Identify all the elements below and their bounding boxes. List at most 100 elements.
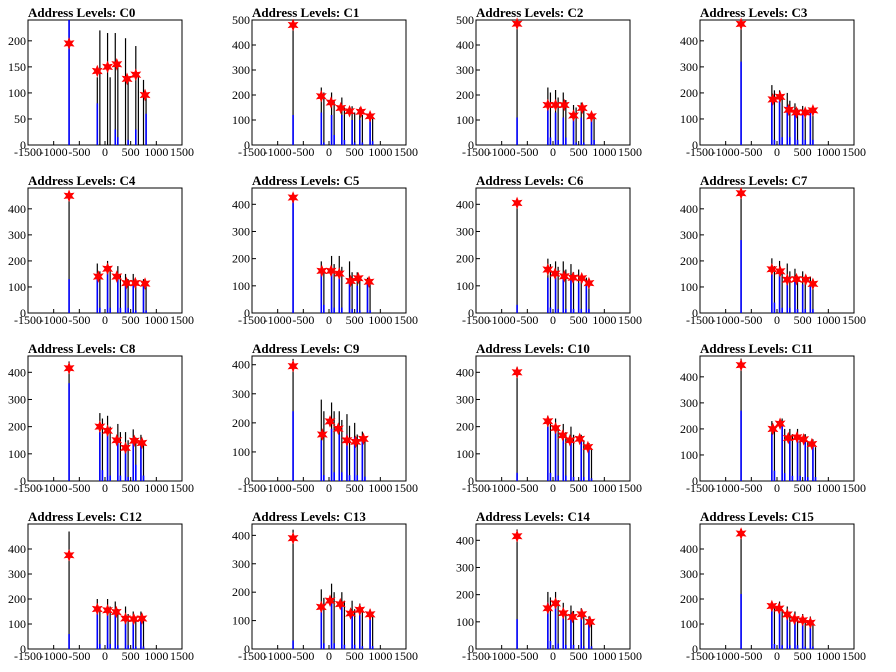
peak-marker — [549, 267, 561, 280]
x-tick-label: 500 — [570, 313, 588, 327]
y-tick-label: 200 — [680, 254, 698, 268]
y-tick-label: 300 — [8, 567, 26, 581]
x-tick-label: 0 — [102, 313, 108, 327]
peak-marker — [355, 105, 367, 119]
peak-marker — [576, 101, 588, 115]
chart-svg: 0 100 200 300 400 -1500-1000 -500 0 500 1000 1500 — [8, 523, 194, 663]
peak-marker — [333, 267, 345, 280]
peak-marker — [111, 57, 123, 71]
plot-frame — [27, 523, 183, 650]
x-tick-label: 1500 — [842, 145, 866, 159]
peak-marker — [774, 265, 786, 278]
y-tick-label: 300 — [232, 387, 250, 401]
peak-marker — [797, 613, 809, 627]
x-tick-label: 1500 — [394, 481, 418, 495]
peak-marker — [110, 605, 122, 619]
x-tick-label: 500 — [570, 481, 588, 495]
peak-marker — [136, 612, 148, 625]
peak-marker — [567, 271, 579, 284]
y-tick-label: 0 — [692, 138, 698, 152]
x-tick-label: -1500 — [462, 649, 490, 663]
x-tick-label: -1500 — [686, 481, 714, 495]
y-tick-label: 0 — [244, 138, 250, 152]
peak-marker — [364, 109, 376, 123]
x-tick-label: 500 — [570, 649, 588, 663]
x-tick-label: 500 — [122, 145, 140, 159]
chart-svg: 0 100 200 300 400 -1500-1000 -500 0 500 1000 1500 — [8, 355, 194, 495]
peak-marker — [806, 437, 818, 451]
plot-frame — [27, 355, 183, 482]
chart-svg: 0 50 100 150 200 -1500-1000 -500 0 500 1000 1500 — [8, 19, 194, 159]
chart-title: Address Levels: C14 — [476, 509, 590, 524]
peak-marker — [586, 109, 597, 123]
x-tick-label: -1000 — [488, 145, 516, 159]
peak-marker — [363, 275, 375, 289]
plot-frame — [251, 187, 407, 314]
chart-svg: 0 100 200 300 400 -1500-1000 -500 0 500 1000 1500 — [680, 17, 866, 159]
peak-marker — [807, 277, 819, 291]
y-tick-label: 300 — [232, 224, 250, 238]
peak-marker — [564, 433, 576, 447]
x-tick-label: 1000 — [816, 145, 840, 159]
x-tick-label: -1000 — [488, 649, 516, 663]
peak-marker — [315, 89, 327, 103]
peak-marker — [735, 186, 747, 200]
y-tick-label: 0 — [692, 642, 698, 656]
y-tick-label: 300 — [456, 63, 474, 77]
x-tick-label: 500 — [122, 313, 140, 327]
chart-svg: 0 100 200 300 400 -1500-1000 -500 0 500 1000 1500 — [8, 187, 194, 327]
peak-marker — [287, 359, 299, 373]
plot-frame — [699, 355, 855, 482]
y-tick-label: 400 — [680, 202, 698, 216]
y-tick-label: 400 — [232, 358, 250, 372]
x-tick-label: 0 — [326, 145, 332, 159]
chart-panel: 0 100 200 300 400 -1500 -1000 -500 0 500 1000 1500 A… — [672, 168, 896, 336]
y-tick-label: 100 — [8, 280, 26, 294]
y-tick-label: 400 — [8, 365, 26, 379]
y-tick-label: 0 — [20, 138, 26, 152]
x-tick-label: -1500 — [462, 481, 490, 495]
x-tick-label: -500 — [516, 313, 538, 327]
peak-marker — [287, 531, 299, 545]
peak-marker — [582, 440, 594, 454]
peak-marker — [364, 608, 376, 621]
x-tick-label: -1000 — [712, 145, 740, 159]
peak-marker — [735, 358, 747, 372]
peak-marker — [576, 607, 588, 621]
peak-marker — [92, 270, 104, 283]
plot-frame — [27, 187, 183, 314]
peak-marker — [558, 270, 570, 283]
y-tick-label: 0 — [20, 474, 26, 488]
y-tick-label: 100 — [232, 279, 250, 293]
x-tick-label: 1000 — [144, 481, 168, 495]
chart-panel: 0 100 200 300 400 -1500 -1000 -500 0 500 1000 1500 A… — [224, 168, 448, 336]
x-tick-label: 1000 — [816, 481, 840, 495]
y-tick-label: 100 — [8, 86, 26, 100]
x-tick-label: 500 — [346, 649, 364, 663]
peak-marker — [791, 430, 803, 444]
x-tick-label: 1500 — [170, 649, 194, 663]
chart-title: Address Levels: C3 — [700, 5, 808, 20]
peak-marker — [287, 18, 299, 32]
x-tick-label: 500 — [346, 481, 364, 495]
peak-marker — [344, 104, 356, 118]
y-tick-label: 100 — [232, 113, 250, 127]
x-tick-label: 1500 — [394, 649, 418, 663]
peak-marker — [120, 441, 132, 455]
chart-title: Address Levels: C1 — [252, 5, 360, 20]
x-tick-label: -1000 — [264, 481, 292, 495]
chart-title: Address Levels: C5 — [252, 173, 360, 188]
x-tick-label: -1500 — [14, 145, 42, 159]
peak-marker — [542, 98, 554, 112]
y-tick-label: 300 — [680, 567, 698, 581]
y-tick-label: 500 — [456, 13, 474, 27]
y-tick-label: 100 — [680, 112, 698, 126]
x-tick-label: -1500 — [238, 649, 266, 663]
x-tick-label: 1500 — [394, 313, 418, 327]
x-tick-label: 0 — [774, 481, 780, 495]
x-tick-label: 0 — [102, 481, 108, 495]
y-tick-label: 500 — [232, 13, 250, 27]
peak-marker — [102, 424, 114, 438]
x-tick-label: -1000 — [40, 145, 68, 159]
peak-marker — [315, 600, 327, 614]
